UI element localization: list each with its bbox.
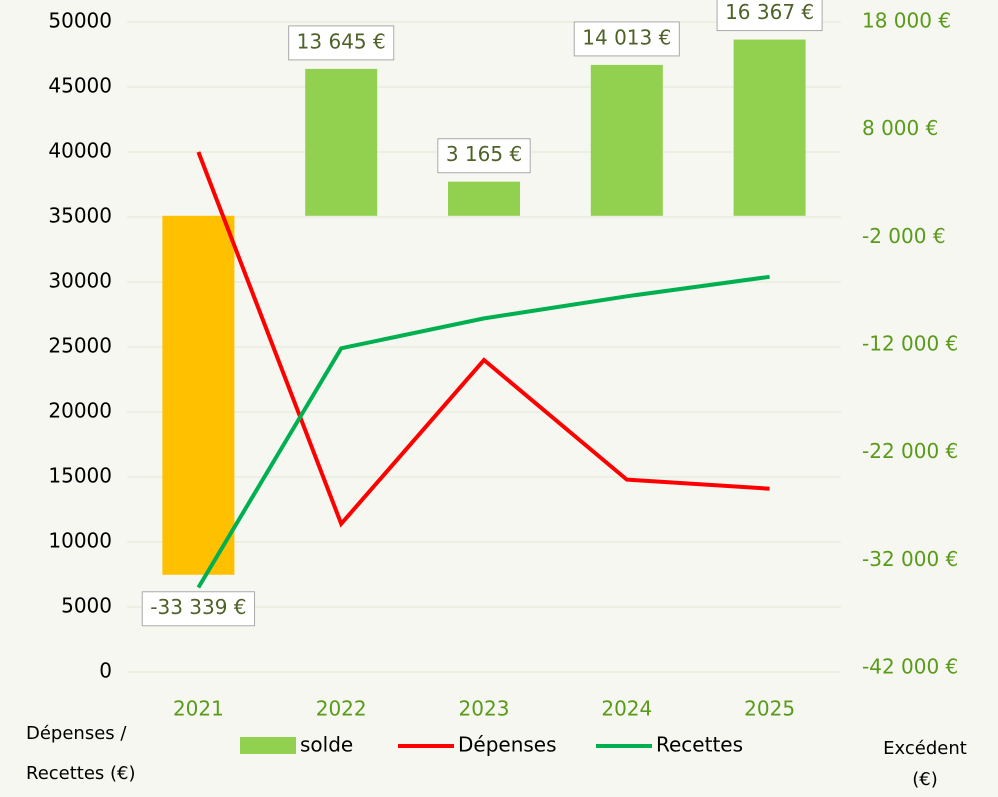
y2-tick-label: 8 000 € [862, 116, 938, 140]
y-tick-label: 15000 [48, 464, 112, 488]
value-label-box [437, 138, 531, 174]
x-tick-label: 2024 [601, 697, 652, 721]
y-tick-label: 40000 [48, 139, 112, 163]
y2-tick-label: -42 000 € [862, 655, 958, 679]
value-label-box [141, 591, 256, 627]
value-label: 14 013 € [582, 25, 671, 49]
y2-tick-label: -32 000 € [862, 547, 958, 571]
y2-tick-label: -12 000 € [862, 332, 958, 356]
y2-tick-label: -22 000 € [862, 439, 958, 463]
value-label-box [716, 0, 823, 32]
line [196, 274, 770, 589]
bar [733, 39, 806, 216]
x-tick-label: 2021 [173, 697, 224, 721]
x-tick-label: 2023 [459, 697, 510, 721]
y-tick-label: 5000 [61, 594, 112, 618]
value-label-box [288, 25, 395, 61]
bar [162, 215, 235, 575]
value-label: 13 645 € [297, 29, 386, 53]
y-tick-label: 10000 [48, 529, 112, 553]
y2-axis-title: Excédent [883, 738, 967, 759]
x-tick-label: 2022 [316, 697, 367, 721]
y-tick-label: 30000 [48, 269, 112, 293]
value-label: 3 165 € [446, 142, 522, 166]
y-tick-label: 25000 [48, 334, 112, 358]
x-tick-label: 2025 [744, 697, 795, 721]
bar [305, 68, 378, 216]
line [196, 151, 770, 528]
y2-tick-label: 18 000 € [862, 9, 951, 33]
value-label-box [573, 21, 680, 57]
y-tick-label: 50000 [48, 9, 112, 33]
y2-tick-label: -2 000 € [862, 224, 946, 248]
y-tick-label: 20000 [48, 399, 112, 423]
y-axis-title: Dépenses / [26, 723, 127, 744]
value-label: 16 367 € [725, 0, 814, 24]
y-tick-label: 45000 [48, 74, 112, 98]
value-label: -33 339 € [150, 595, 246, 619]
y-axis-title: Recettes (€) [26, 763, 136, 784]
legend-label: Dépenses [458, 733, 557, 757]
bar [590, 64, 663, 216]
legend-swatch [240, 737, 296, 754]
y-tick-label: 35000 [48, 204, 112, 228]
y-tick-label: 0 [99, 659, 112, 683]
bar [448, 181, 520, 216]
y2-axis-title: (€) [912, 769, 938, 790]
legend-label: solde [300, 733, 353, 757]
legend-label: Recettes [656, 733, 743, 757]
